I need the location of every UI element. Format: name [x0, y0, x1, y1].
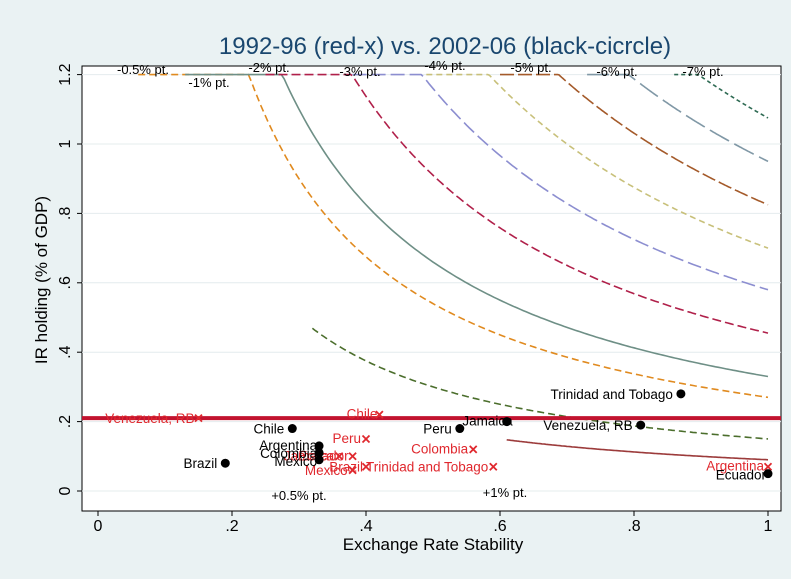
black-point-label: Brazil — [184, 456, 218, 471]
red-x-point — [361, 462, 371, 471]
red-x-point — [763, 462, 773, 471]
y-axis-label: IR holding (% of GDP) — [32, 196, 51, 364]
iso-curve — [500, 73, 769, 206]
iso-curve-label: -7% pt. — [682, 64, 723, 79]
red-point-label: Peru — [332, 431, 361, 446]
black-circle-point — [314, 455, 324, 465]
iso-curve — [426, 73, 769, 249]
axes: 0 .2 .4 .6 .8 1 0 .2 .4 .6 .8 1 1.2 — [57, 63, 773, 535]
red-point-label: Colombia — [411, 441, 469, 456]
iso-curve-label: -3% pt. — [339, 64, 380, 79]
y-tick-label: 0 — [57, 486, 74, 495]
y-tick-label: .4 — [57, 345, 74, 358]
x-tick-label: .4 — [359, 518, 372, 535]
black-circle-point — [314, 448, 324, 458]
black-point-label: Chile — [254, 422, 285, 437]
red-point-label: Argentina — [706, 459, 764, 474]
black-circle-point — [763, 469, 773, 479]
x-tick-label: 0 — [94, 518, 103, 535]
red-point-label: Trinidad and Tobago — [366, 460, 488, 475]
y-tick-label: .6 — [57, 276, 74, 289]
black-point-label: Jamaica — [462, 414, 513, 429]
iso-curve — [265, 73, 769, 334]
iso-curve-label: +1% pt. — [483, 485, 527, 500]
y-tick-label: .2 — [57, 415, 74, 428]
red-point-label: Ecuador — [298, 448, 349, 463]
chart-title: 1992-96 (red-x) vs. 2002-06 (black-cicrc… — [219, 33, 671, 60]
iso-curve-label: -2% pt. — [248, 60, 289, 75]
black-circle-point — [676, 389, 686, 399]
black-point-label: Peru — [423, 422, 452, 437]
x-tick-label: 1 — [764, 518, 773, 535]
black-point-label: Argentina — [259, 438, 317, 453]
red-x-point — [348, 452, 357, 461]
black-circle-point — [502, 417, 512, 427]
black-circle-point — [314, 441, 324, 451]
y-tick-label: 1 — [57, 139, 74, 148]
data-points: Venezuela, RB Chile Peru Colombia Jamaica Ecu… — [105, 387, 773, 483]
red-x-point — [335, 452, 344, 461]
iso-curve-label: +0.5% pt. — [271, 488, 326, 503]
red-point-label: Mexico — [305, 463, 348, 478]
red-point-label: Chile — [347, 407, 378, 422]
iso-curve — [311, 327, 769, 440]
red-x-point — [469, 445, 478, 454]
iso-curve — [506, 439, 769, 461]
iso-curves — [138, 73, 769, 461]
black-circle-point — [287, 424, 297, 434]
red-x-point — [489, 462, 498, 471]
x-tick-label: .8 — [627, 518, 640, 535]
iso-curve — [587, 73, 769, 163]
iso-curve-label: -5% pt. — [510, 60, 551, 75]
iso-curve-label: -1% pt. — [188, 75, 229, 90]
black-point-label: Colombia — [260, 446, 318, 461]
red-x-point — [375, 410, 384, 419]
x-tick-label: .6 — [493, 518, 506, 535]
x-axis-label: Exchange Rate Stability — [343, 535, 524, 554]
red-x-point — [348, 466, 357, 475]
red-point-label: Venezuela, RB — [105, 411, 194, 426]
black-point-label: Venezuela, RB — [543, 418, 632, 433]
iso-curve-label: -0.5% pt. — [117, 62, 169, 77]
red-x-point — [194, 413, 203, 423]
iso-curve — [352, 73, 769, 291]
black-point-label: Trinidad and Tobago — [551, 387, 673, 402]
iso-curve — [674, 73, 769, 119]
iso-curve-labels: +1% pt. +0.5% pt. -0.5% pt. -1% pt. -2% pt. -… — [117, 58, 724, 503]
iso-curve — [185, 73, 769, 378]
red-point-label: Brazil — [329, 460, 363, 475]
iso-curve-label: -4% pt. — [424, 58, 465, 73]
y-tick-label: 1.2 — [57, 63, 74, 85]
black-point-label: Mexico — [274, 454, 317, 469]
y-tick-label: .8 — [57, 207, 74, 220]
iso-curve-label: -6% pt. — [596, 64, 637, 79]
black-point-label: Ecuador — [716, 468, 767, 483]
black-circle-point — [636, 420, 646, 430]
red-x-point — [361, 434, 371, 444]
black-circle-point — [220, 458, 230, 468]
plot-area — [81, 65, 782, 512]
black-circle-point — [455, 424, 465, 434]
x-tick-label: .2 — [225, 518, 238, 535]
